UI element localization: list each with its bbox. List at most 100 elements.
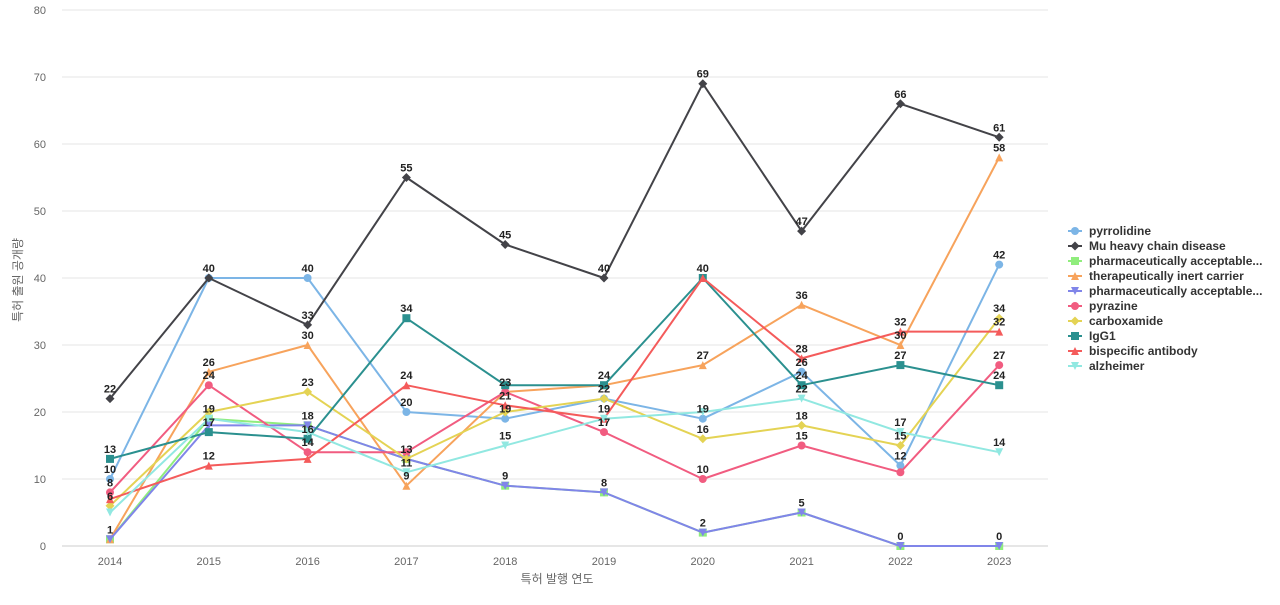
- data-point[interactable]: [501, 441, 510, 450]
- legend-item[interactable]: bispecific antibody: [1068, 344, 1198, 358]
- legend-label: alzheimer: [1089, 359, 1145, 373]
- legend-item[interactable]: pharmaceutically acceptable...: [1068, 284, 1262, 298]
- data-point[interactable]: [303, 421, 312, 430]
- data-point[interactable]: [105, 501, 115, 511]
- data-point[interactable]: [995, 153, 1004, 162]
- data-point[interactable]: [402, 314, 411, 323]
- data-point[interactable]: [896, 428, 905, 437]
- data-point[interactable]: [600, 428, 608, 437]
- data-point[interactable]: [797, 354, 806, 363]
- data-label: 8: [107, 477, 113, 489]
- data-point[interactable]: [401, 173, 411, 182]
- legend-item[interactable]: Mu heavy chain disease: [1068, 239, 1226, 253]
- data-point[interactable]: [896, 327, 905, 336]
- data-point[interactable]: [698, 361, 707, 370]
- data-point[interactable]: [797, 441, 806, 450]
- data-point[interactable]: [600, 488, 608, 497]
- data-point[interactable]: [402, 381, 411, 390]
- legend-item[interactable]: pharmaceutically acceptable...: [1068, 254, 1262, 268]
- legend-item[interactable]: IgG1: [1068, 329, 1116, 343]
- data-point[interactable]: [995, 381, 1004, 390]
- data-point[interactable]: [698, 475, 707, 483]
- data-point[interactable]: [204, 414, 213, 423]
- data-point[interactable]: [303, 434, 312, 443]
- data-point[interactable]: [501, 481, 510, 490]
- data-point[interactable]: [600, 381, 608, 390]
- data-point[interactable]: [501, 401, 510, 410]
- data-point[interactable]: [994, 313, 1004, 323]
- data-point[interactable]: [303, 274, 312, 282]
- data-point[interactable]: [106, 475, 114, 483]
- legend-symbol: [1070, 316, 1080, 326]
- data-point[interactable]: [995, 260, 1004, 269]
- data-point[interactable]: [698, 274, 707, 282]
- legend-item[interactable]: therapeutically inert carrier: [1068, 269, 1244, 283]
- data-point[interactable]: [797, 420, 807, 430]
- data-point[interactable]: [994, 132, 1004, 142]
- data-point[interactable]: [698, 408, 707, 416]
- data-point[interactable]: [303, 428, 312, 437]
- data-point[interactable]: [895, 441, 905, 450]
- legend-item[interactable]: alzheimer: [1068, 359, 1145, 373]
- data-point[interactable]: [105, 394, 115, 404]
- data-point[interactable]: [501, 381, 510, 390]
- data-point[interactable]: [896, 468, 905, 477]
- data-point[interactable]: [106, 508, 114, 517]
- data-point[interactable]: [500, 240, 510, 249]
- data-point[interactable]: [303, 320, 313, 330]
- data-point[interactable]: [896, 361, 905, 370]
- data-point[interactable]: [204, 407, 214, 417]
- data-point[interactable]: [106, 488, 114, 497]
- data-point[interactable]: [303, 387, 313, 397]
- data-point[interactable]: [204, 461, 213, 470]
- data-point[interactable]: [303, 448, 312, 457]
- data-point[interactable]: [995, 361, 1004, 370]
- data-point[interactable]: [402, 448, 411, 457]
- legend-item[interactable]: carboxamide: [1068, 314, 1163, 328]
- data-point[interactable]: [698, 414, 707, 423]
- data-point[interactable]: [204, 421, 213, 430]
- data-label: 28: [795, 343, 807, 355]
- data-point[interactable]: [501, 387, 510, 396]
- data-point[interactable]: [402, 468, 411, 477]
- data-point[interactable]: [797, 394, 806, 403]
- data-point[interactable]: [303, 341, 312, 349]
- data-point[interactable]: [303, 454, 312, 463]
- data-point[interactable]: [599, 273, 609, 283]
- data-point[interactable]: [797, 226, 807, 236]
- data-point[interactable]: [797, 381, 806, 390]
- data-label: 20: [400, 397, 412, 409]
- data-point[interactable]: [501, 414, 510, 423]
- legend-label: carboxamide: [1089, 314, 1163, 328]
- data-label: 0: [996, 531, 1002, 543]
- data-point[interactable]: [797, 300, 806, 309]
- data-point[interactable]: [401, 454, 411, 464]
- data-point[interactable]: [995, 542, 1004, 550]
- data-point[interactable]: [797, 508, 806, 517]
- data-point[interactable]: [896, 341, 905, 349]
- data-point[interactable]: [204, 428, 213, 437]
- data-point[interactable]: [500, 407, 510, 417]
- legend-item[interactable]: pyrrolidine: [1068, 224, 1151, 238]
- data-point[interactable]: [600, 414, 608, 423]
- data-point[interactable]: [106, 495, 114, 504]
- data-point[interactable]: [797, 367, 806, 376]
- data-point[interactable]: [204, 381, 213, 390]
- data-point[interactable]: [896, 542, 905, 550]
- data-point[interactable]: [698, 434, 708, 444]
- data-point[interactable]: [896, 461, 905, 470]
- data-point[interactable]: [995, 448, 1004, 457]
- data-point[interactable]: [895, 99, 905, 109]
- data-point[interactable]: [698, 528, 707, 537]
- data-point[interactable]: [402, 481, 411, 490]
- data-point[interactable]: [599, 394, 609, 404]
- data-point[interactable]: [204, 367, 213, 376]
- data-point[interactable]: [698, 79, 708, 89]
- data-point[interactable]: [995, 327, 1004, 336]
- data-point[interactable]: [106, 535, 114, 544]
- data-point[interactable]: [204, 273, 214, 283]
- legend-item[interactable]: pyrazine: [1068, 299, 1138, 313]
- data-point[interactable]: [106, 454, 114, 463]
- data-point[interactable]: [402, 408, 411, 416]
